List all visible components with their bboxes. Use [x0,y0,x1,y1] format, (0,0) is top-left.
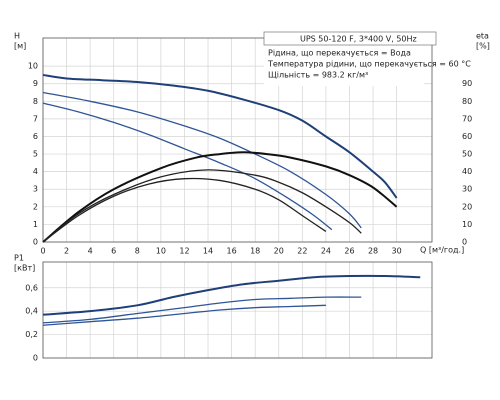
y2-axis-unit: [%] [476,42,490,51]
y-tick-label: 3 [33,185,38,194]
x-tick-label: 2 [64,247,69,256]
curve [42,274,421,316]
y-tick-label: 10 [28,62,38,71]
x-tick-label: 4 [88,247,93,256]
x-axis-label: Q [м³/год.] [420,246,464,255]
x-tick-label: 10 [156,247,166,256]
y2-axis-label: eta [476,32,489,41]
curve [42,304,326,326]
legend-line: Рідина, що перекачується = Вода [268,49,411,58]
x-tick-label: 14 [203,247,213,256]
y-axis-label: P1 [14,254,24,263]
y2-tick-label: 0 [462,238,467,247]
y-tick-label: 5 [33,150,38,159]
y-tick-label: 9 [33,79,38,88]
y-tick-label: 0,6 [25,283,38,292]
curve [42,169,362,243]
x-tick-label: 26 [344,247,354,256]
y-tick-label: 8 [33,97,38,106]
y-tick-label: 4 [33,167,38,176]
y-axis-unit: [м] [14,42,26,51]
curve [42,151,398,243]
legend-title-box [263,31,437,46]
legend-title: UPS 50-120 F, 3*400 V, 50Hz [300,35,417,44]
y2-tick-label: 50 [462,150,472,159]
legend: UPS 50-120 F, 3*400 V, 50Hz Рідина, що п… [263,31,471,86]
y-tick-label: 6 [33,132,38,141]
y-tick-label: 7 [33,114,38,123]
x-tick-label: 22 [297,247,307,256]
x-tick-label: 16 [227,247,237,256]
y2-tick-label: 20 [462,202,472,211]
legend-box [264,46,424,86]
x-tick-label: 0 [40,247,45,256]
x-tick-label: 18 [250,247,260,256]
y-tick-label: 2 [33,202,38,211]
y2-tick-label: 10 [462,220,472,229]
curve [42,177,327,243]
y2-tick-label: 80 [462,97,472,106]
y-tick-label: 1 [33,220,38,229]
y-axis-label: H [14,32,20,41]
y-tick-label: 0,2 [25,330,38,339]
y2-tick-label: 70 [462,114,472,123]
curve [42,296,362,324]
plot-frame [42,261,433,359]
x-tick-label: 6 [111,247,116,256]
x-tick-label: 30 [392,247,402,256]
x-tick-label: 12 [179,247,189,256]
plot-frame [42,37,433,243]
y-tick-label: 0 [33,238,38,247]
y2-tick-label: 30 [462,185,472,194]
x-tick-label: 20 [274,247,284,256]
y-tick-label: 0 [33,354,38,363]
x-tick-label: 24 [321,247,331,256]
y2-tick-label: 40 [462,167,472,176]
y2-tick-label: 60 [462,132,472,141]
x-tick-label: 8 [135,247,140,256]
y2-tick-label: 90 [462,79,472,88]
curve [42,91,362,229]
legend-line: Температура рідини, що перекачується = 6… [267,60,471,69]
y-tick-label: 0,4 [25,307,38,316]
y-axis-unit: [кВт] [14,264,35,273]
curve [42,73,398,199]
legend-line: Щільність = 983.2 кг/м³ [268,71,368,80]
x-tick-label: 28 [368,247,378,256]
